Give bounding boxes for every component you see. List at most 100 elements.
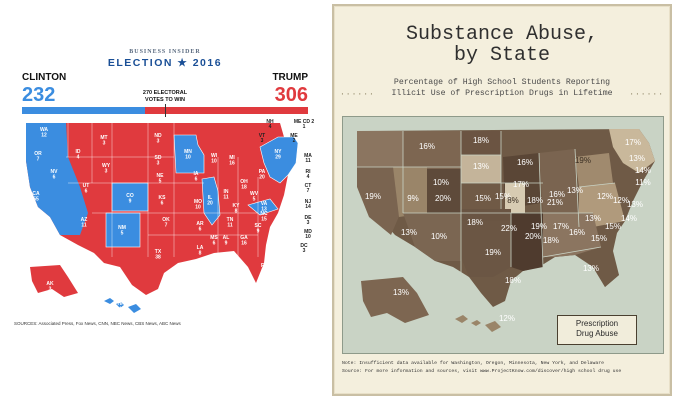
percent-label: 15% bbox=[495, 192, 511, 201]
state-label-sd: SD 3 bbox=[155, 155, 162, 167]
state-label-wi: WI 10 bbox=[211, 153, 218, 165]
state-label-az: AZ 11 bbox=[81, 217, 88, 229]
percent-label: 19% bbox=[485, 248, 501, 257]
win-marker bbox=[165, 104, 166, 117]
percent-label: 12% bbox=[597, 192, 613, 201]
state-label-ut: UT 6 bbox=[83, 183, 90, 195]
percent-label: 10% bbox=[433, 178, 449, 187]
substance-abuse-panel: Substance Abuse, by State Percentage of … bbox=[332, 4, 672, 396]
clinton-name: CLINTON bbox=[22, 72, 67, 83]
percent-label: 20% bbox=[435, 194, 451, 203]
state-label-mn: MN 10 bbox=[184, 149, 192, 161]
note-line: Note: Insufficient data available for Wa… bbox=[342, 361, 604, 366]
percent-label: 13% bbox=[627, 200, 643, 209]
state-label-ak: AK 3 bbox=[46, 281, 54, 293]
percent-label: 17% bbox=[625, 138, 641, 147]
percent-label: 20% bbox=[525, 232, 541, 241]
percent-label: 17% bbox=[553, 222, 569, 231]
footnote: Note: Insufficient data available for Wa… bbox=[342, 360, 666, 375]
percent-label: 17% bbox=[513, 180, 529, 189]
trump-bar bbox=[145, 107, 308, 114]
state-label-in: IN 11 bbox=[223, 189, 229, 201]
percent-label: 15% bbox=[475, 194, 491, 203]
state-label-id: ID 4 bbox=[76, 149, 81, 161]
abuse-subtitle: Percentage of High School Students Repor… bbox=[391, 78, 613, 98]
percent-label: 13% bbox=[393, 288, 409, 297]
trump-name: TRUMP bbox=[272, 72, 308, 83]
percent-label: 15% bbox=[605, 222, 621, 231]
dots-left: ······ bbox=[340, 90, 375, 99]
state-label-nc: NC 15 bbox=[260, 211, 268, 223]
state-label-ks: KS 6 bbox=[159, 195, 167, 207]
state-label-tn: TN 11 bbox=[227, 217, 234, 229]
percent-label: 22% bbox=[501, 224, 517, 233]
abuse-shapes bbox=[357, 129, 655, 332]
percent-label: 18% bbox=[473, 136, 489, 145]
state-label-ny: NY 29 bbox=[275, 149, 283, 161]
state-label-mi: MI 16 bbox=[229, 155, 235, 167]
abuse-title: Substance Abuse, by State bbox=[405, 23, 599, 67]
east-label-ma: MA 11 bbox=[304, 153, 312, 164]
state-label-wa: WA 12 bbox=[40, 127, 48, 139]
state-label-mt: MT 3 bbox=[100, 135, 107, 147]
election-map: WA 12 OR 7 CA 55 NV 6 ID 4 MT 3 WY 3 UT 6 AZ 11 CO 9 NM 5 ND 3 S… bbox=[26, 119, 315, 313]
percent-label: 11% bbox=[635, 178, 650, 187]
sources-line: SOURCES: Associated Press, Fox News, CNN… bbox=[14, 321, 181, 326]
east-label-vt: VT 3 bbox=[259, 133, 265, 144]
map-legend: Prescription Drug Abuse bbox=[557, 315, 637, 345]
percent-label: 13% bbox=[629, 154, 645, 163]
state-label-or: OR 7 bbox=[34, 151, 42, 163]
state-label-ar: AR 6 bbox=[196, 221, 204, 233]
percent-label: 13% bbox=[401, 228, 417, 237]
state-label-va: VA 13 bbox=[261, 201, 268, 213]
election-title: ELECTION ★ 2016 bbox=[107, 57, 223, 69]
state-label-ia: IA 6 bbox=[194, 171, 199, 183]
state-label-nv: NV 6 bbox=[51, 169, 59, 181]
trump-votes: 306 bbox=[274, 84, 308, 106]
percent-label: 21% bbox=[547, 198, 563, 207]
east-label-nj: NJ 14 bbox=[305, 199, 312, 210]
state-label-la: LA 8 bbox=[197, 245, 204, 257]
percent-label: 14% bbox=[635, 166, 651, 175]
dots-right: ······ bbox=[629, 90, 664, 99]
east-label-nh: NH 4 bbox=[266, 119, 274, 130]
state-label-ky: KY 8 bbox=[233, 203, 241, 215]
source-line: Source: For more information and sources… bbox=[342, 368, 622, 374]
percent-label: 18% bbox=[505, 276, 521, 285]
percent-labels: 16%18%13% 16% 19%10% 17%15% 16%17%19% 9% 20% 15… bbox=[365, 136, 651, 323]
percent-label: 14% bbox=[621, 214, 637, 223]
east-label-ri: RI 4 bbox=[306, 169, 312, 180]
state-label-ga: GA 16 bbox=[240, 235, 248, 247]
percent-label: 18% bbox=[527, 196, 543, 205]
percent-label: 12% bbox=[499, 314, 515, 323]
state-label-ne: NE 5 bbox=[157, 173, 165, 185]
percent-label: 16% bbox=[517, 158, 533, 167]
percent-label: 10% bbox=[431, 232, 447, 241]
percent-label: 9% bbox=[407, 194, 419, 203]
map-shapes bbox=[26, 123, 299, 313]
percent-label: 8% bbox=[507, 196, 519, 205]
clinton-bar bbox=[22, 107, 146, 114]
state-label-tx: TX 38 bbox=[155, 249, 162, 261]
percent-label: 16% bbox=[419, 142, 435, 151]
percent-label: 18% bbox=[467, 218, 483, 227]
east-label-ct: CT 7 bbox=[305, 183, 312, 194]
percent-label: 19% bbox=[365, 192, 381, 201]
clinton-votes: 232 bbox=[22, 84, 56, 106]
abuse-map-svg: 16%18%13% 16% 19%10% 17%15% 16%17%19% 9% 20% 15… bbox=[357, 129, 655, 332]
state-label-ca: CA 55 bbox=[32, 191, 40, 203]
state-label-fl: FL 29 bbox=[261, 263, 267, 275]
percent-label: 16% bbox=[549, 190, 565, 199]
state-label-hi: HI 4 bbox=[118, 301, 124, 313]
state-label-wv: WV 5 bbox=[250, 191, 259, 203]
state-label-mo: MO 10 bbox=[194, 199, 202, 211]
state-label-il: IL 20 bbox=[207, 195, 213, 207]
percent-label: 13% bbox=[567, 186, 583, 195]
east-label-me: ME 2 bbox=[290, 133, 298, 144]
east-label-md: MD 10 bbox=[304, 229, 312, 240]
state-label-wy: WY 3 bbox=[102, 163, 111, 175]
percent-label: 19% bbox=[531, 222, 547, 231]
percent-label: 15% bbox=[591, 234, 607, 243]
state-label-sc: SC 9 bbox=[255, 223, 262, 235]
